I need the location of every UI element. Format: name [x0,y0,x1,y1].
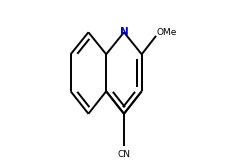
Text: OMe: OMe [157,28,177,37]
Text: CN: CN [117,150,131,159]
Text: N: N [120,27,128,37]
